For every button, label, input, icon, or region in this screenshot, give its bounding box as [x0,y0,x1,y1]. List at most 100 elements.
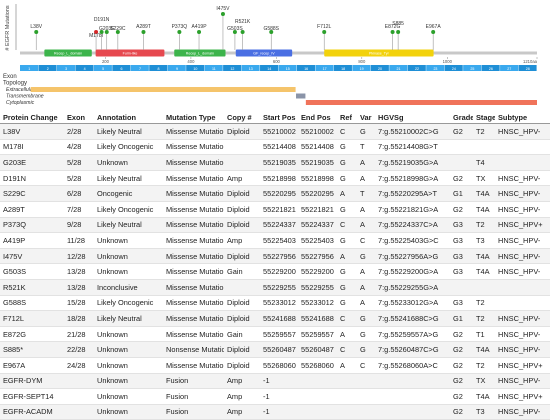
lollipop-head [99,30,104,34]
x-tick-label: 200 [102,59,110,64]
table-cell: Unknown [97,251,128,261]
topology-label: Cytoplasmic [6,100,35,106]
table-cell [495,155,550,171]
table-cell [450,279,473,295]
table-cell: T2 [476,126,485,136]
table-cell: G [340,298,346,308]
exon [260,65,279,71]
table-cell: TX [476,173,486,183]
table-cell [64,389,94,405]
table-cell: HNSC_HPV- [498,345,541,355]
table-cell: Likely Oncogenic [97,142,154,152]
table-cell: 7:g.55227956A>G [378,251,439,261]
lollipop-head [104,30,109,34]
exon-number: 10 [193,67,197,71]
exon [352,65,371,71]
exon-number: 24 [452,67,456,71]
table-cell [224,155,260,171]
lollipop-head [177,30,182,34]
table-cell: 7:g.55210002C>G [378,126,439,136]
exon [296,65,316,71]
table-cell: EGFR-SEPT14 [3,391,54,401]
table-cell: T [360,189,365,199]
exon [407,65,426,71]
table-cell: 5/28 [67,173,82,183]
table-cell: 55260487 [301,345,334,355]
table-cell: 55224337 [263,220,296,230]
lollipop-label: D191N [94,17,110,23]
lollipop-head [220,12,225,16]
table-cell: HNSC_HPV- [498,173,541,183]
topology-bar [30,87,296,92]
lollipop-label: G588S [263,26,279,32]
topology-label: Transmembrane [6,94,44,100]
table-cell: T2 [476,298,485,308]
table-cell: Unknown [97,360,128,370]
table-cell: G503S [3,267,27,277]
exon [149,65,168,71]
exon-label: Exon [3,74,17,80]
table-cell: -1 [263,391,270,401]
table-row: L38V 2/28 Likely Neutral Missense Mutation D… [0,123,550,140]
table-cell: 55224337 [301,220,334,230]
exon-number: 20 [378,67,382,71]
table-row: F712L 18/28 Likely Neutral Missense Mutatio… [0,310,550,327]
table-cell: HNSC_HPV- [498,376,541,386]
exon [241,65,260,71]
x-tick-label: 800 [358,59,366,64]
table-cell: G [340,282,346,292]
table-cell: Likely Neutral [97,173,142,183]
table-cell: 55229255 [263,282,296,292]
table-cell: A [360,173,365,183]
table-cell: T3 [476,407,485,417]
table-cell: 55227956 [263,251,296,261]
table-cell: 55260487 [263,345,296,355]
table-cell: 15/28 [67,298,86,308]
table-cell: 55241688 [263,313,296,323]
table-cell: G [340,267,346,277]
exon [389,65,408,71]
table-cell: EGFR-ACADM [3,407,53,417]
table-cell: 7:g.55229255G>A [378,282,439,292]
table-cell: Missense Mutation [166,142,224,152]
table-cell: 55219035 [263,157,296,167]
lollipop-label: A289T [136,24,151,30]
table-cell: 55268060 [301,360,334,370]
table-cell: 21/28 [67,329,86,339]
table-cell: 55221821 [301,204,334,214]
exon [444,65,463,71]
table-cell: Diploid [227,313,250,323]
column-header: End Pos [298,111,337,124]
table-cell: 55227956 [301,251,334,261]
table-cell: S885* [3,345,24,355]
table-row: G588S 15/28 Likely Oncogenic Missense Mutat… [0,295,550,311]
exon [56,65,75,71]
table-cell: T4A [476,204,490,214]
table-cell: 55214408 [263,142,296,152]
table-cell: G [360,251,366,261]
table-cell: HNSC_HPV- [498,189,541,199]
column-header: Copy # [224,111,260,124]
table-cell: 55229200 [301,267,334,277]
table-cell: Amp [227,407,243,417]
table-cell [224,139,260,155]
table-cell: Missense Mutation [166,329,224,339]
table-cell: Diploid [227,298,250,308]
table-row: M178I 4/28 Likely Oncogenic Missense Mutati… [0,139,550,155]
table-row: D191N 5/28 Likely Neutral Missense Mutation… [0,170,550,186]
header-row: Protein Change Exon Annotation Mutation Typ… [0,111,550,124]
table-cell: 55219035 [301,157,334,167]
table-cell: 11/28 [67,235,85,245]
table-cell: Unknown [97,235,128,245]
table-cell: Missense Mutation [166,360,224,370]
table-cell: 2/28 [67,126,82,136]
table-cell [357,373,375,389]
topology-bar [296,93,306,99]
lollipop-head [115,30,120,34]
table-cell: G [360,329,366,339]
table-cell: Likely Neutral [97,220,142,230]
table-cell [473,279,495,295]
table-cell: Gain [227,267,243,277]
table-cell [473,139,495,155]
exon [167,65,186,71]
